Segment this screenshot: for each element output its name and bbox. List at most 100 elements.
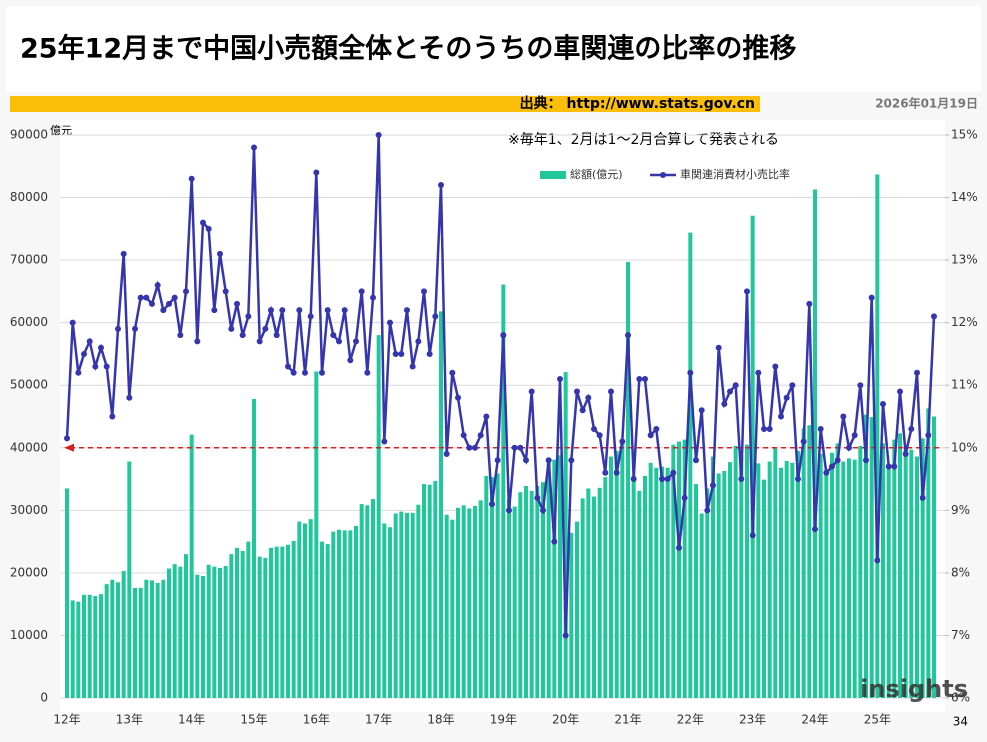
bar [858, 445, 863, 698]
line-marker [874, 557, 881, 564]
line-marker [693, 457, 699, 464]
bar [388, 527, 392, 698]
bar [439, 311, 443, 698]
bar [87, 594, 92, 698]
line-marker [375, 132, 382, 138]
line-marker [347, 357, 354, 364]
bar [699, 513, 704, 698]
line-marker [885, 463, 892, 470]
bar [365, 505, 370, 698]
bar [229, 554, 234, 698]
logo: insights [860, 675, 968, 703]
line-marker [489, 501, 495, 508]
bar [257, 556, 262, 698]
bar [473, 505, 477, 698]
bar [898, 433, 902, 698]
y-tick-label: 70000 [10, 253, 48, 267]
bar [269, 547, 273, 698]
legend-swatch [540, 171, 566, 179]
bar [376, 335, 381, 698]
bar [399, 511, 404, 698]
line-marker [81, 350, 87, 357]
bar [495, 473, 500, 698]
bar [450, 519, 455, 698]
line-marker [171, 294, 178, 301]
bar [762, 479, 766, 698]
line-marker [149, 300, 155, 307]
bar [580, 498, 585, 698]
line-marker [562, 632, 569, 639]
bar [835, 443, 840, 698]
bar [535, 485, 540, 698]
bar [444, 514, 449, 698]
bar [932, 416, 936, 698]
bar [824, 474, 829, 698]
line-marker [460, 432, 467, 439]
line-marker [381, 438, 388, 445]
bar [167, 568, 171, 698]
line-marker [234, 300, 240, 307]
line-marker [500, 332, 507, 339]
line-marker [619, 438, 626, 445]
bar [410, 512, 415, 698]
bar [830, 452, 834, 698]
line-marker [772, 363, 779, 370]
bar [331, 531, 336, 698]
line-marker [863, 457, 869, 464]
line-marker [194, 338, 201, 345]
line-marker [653, 426, 660, 433]
bar [694, 484, 698, 698]
y-tick-label: 80000 [10, 190, 48, 204]
bar [518, 492, 523, 698]
line-marker [103, 363, 110, 370]
bar [818, 454, 823, 698]
line-marker [256, 338, 263, 345]
x-tick-label: 21年 [614, 713, 641, 727]
bar [575, 521, 579, 698]
page-number: 34 [953, 715, 968, 729]
line-marker [313, 169, 320, 176]
y2-tick-label: 15% [951, 128, 978, 142]
bar [456, 507, 460, 698]
bar [541, 482, 545, 698]
bar [552, 459, 557, 698]
date: 2026年01月19日 [875, 96, 978, 111]
bar [501, 284, 506, 698]
line-marker [738, 476, 745, 483]
line-marker [664, 476, 671, 483]
line-marker [732, 382, 739, 389]
bar [841, 461, 846, 698]
line-marker [676, 544, 682, 551]
bar [314, 371, 319, 698]
x-tick-label: 17年 [365, 713, 392, 727]
line-marker [177, 332, 184, 339]
line-marker [851, 432, 858, 439]
y-tick-label: 0 [40, 691, 48, 705]
bar [201, 576, 205, 698]
bar [110, 579, 115, 698]
line-marker [710, 482, 716, 489]
y2-tick-label: 6% [951, 691, 970, 705]
bar [93, 596, 98, 698]
bar [614, 450, 619, 698]
bar [478, 500, 483, 698]
bar [507, 499, 511, 698]
bar [682, 439, 687, 698]
line-marker [766, 426, 773, 433]
bar [592, 496, 596, 698]
line-marker [931, 313, 937, 320]
y2-tick-label: 12% [951, 315, 978, 329]
chart-title: 25年12月まで中国小売額全体とそのうちの車関連の比率の推移 [20, 33, 796, 65]
line-marker [868, 294, 875, 301]
x-tick-label: 24年 [801, 713, 828, 727]
x-tick-label: 18年 [427, 713, 454, 727]
bar [586, 488, 591, 698]
bar [626, 261, 630, 698]
bar [558, 455, 562, 698]
line-marker [477, 432, 484, 439]
line-marker [205, 225, 212, 232]
line-marker [585, 394, 592, 401]
line-marker [902, 451, 909, 458]
y2-tick-label: 8% [951, 565, 970, 579]
line-marker [642, 375, 648, 382]
